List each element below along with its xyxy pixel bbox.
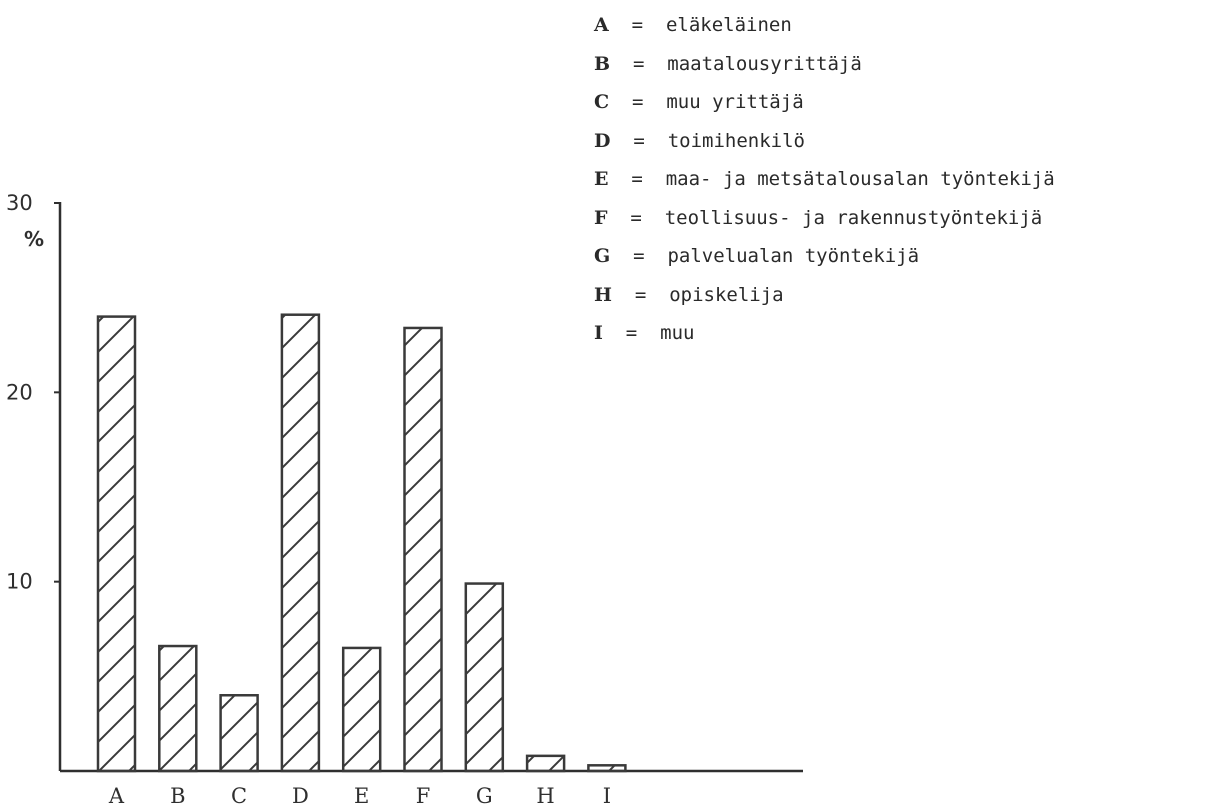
bars <box>96 313 627 773</box>
legend-equals: = <box>614 322 649 344</box>
category-label-h: H <box>536 784 554 806</box>
legend-key: E <box>594 168 609 190</box>
category-label-e: E <box>354 784 369 806</box>
legend-equals: = <box>621 52 656 75</box>
bar-d <box>280 313 321 773</box>
bar-i <box>587 764 627 773</box>
legend-equals: = <box>621 245 657 267</box>
legend-item: H = opiskelija <box>594 278 1055 317</box>
legend-key: D <box>594 129 611 152</box>
category-label-c: C <box>231 784 247 806</box>
legend-equals: = <box>619 168 655 190</box>
legend-equals: = <box>618 206 654 229</box>
legend-text: muu <box>660 322 695 344</box>
bar-h <box>525 754 566 773</box>
legend-key: B <box>594 52 611 75</box>
legend-item: B = maatalousyrittäjä <box>594 47 1055 86</box>
y-tick-label: 20 <box>6 380 33 404</box>
bar-f <box>403 326 443 773</box>
legend-key: G <box>594 245 611 267</box>
category-label-d: D <box>292 784 309 806</box>
category-label-f: F <box>416 784 431 806</box>
category-labels: A B C D E F G H I <box>108 784 611 806</box>
legend-key: I <box>594 322 603 344</box>
legend-text: opiskelija <box>669 283 784 306</box>
legend-equals: = <box>620 14 655 36</box>
category-label-b: B <box>170 784 185 806</box>
legend-text: maatalousyrittäjä <box>667 52 862 75</box>
bar-g <box>464 582 505 773</box>
legend-text: maa- ja metsätalousalan työntekijä <box>665 168 1055 190</box>
bar-e <box>341 646 382 773</box>
legend-item: C = muu yrittäjä <box>594 85 1055 124</box>
legend-key: A <box>594 14 609 36</box>
legend: A = eläkeläinen B = maatalousyrittäjä C = … <box>594 8 1055 355</box>
legend-key: F <box>594 206 608 229</box>
bar-c <box>219 694 259 773</box>
category-label-g: G <box>476 784 493 806</box>
legend-text: teollisuus- ja rakennustyöntekijä <box>664 206 1043 229</box>
legend-text: eläkeläinen <box>665 14 792 36</box>
y-tick-label: 30 <box>6 191 33 215</box>
legend-equals: = <box>623 283 658 306</box>
legend-key: H <box>594 283 612 306</box>
legend-item: A = eläkeläinen <box>594 8 1055 47</box>
category-label-a: A <box>108 784 125 806</box>
y-ticks: 10 20 30 <box>6 191 60 594</box>
legend-item: G = palvelualan työntekijä <box>594 239 1055 278</box>
legend-item: D = toimihenkilö <box>594 124 1055 163</box>
bar-a <box>96 315 137 773</box>
y-axis-unit-label: % <box>24 227 44 251</box>
y-tick-label: 10 <box>6 570 33 594</box>
legend-equals: = <box>620 91 655 113</box>
legend-item: E = maa- ja metsätalousalan työntekijä <box>594 162 1055 201</box>
legend-item: I = muu <box>594 316 1055 355</box>
legend-text: muu yrittäjä <box>666 91 804 113</box>
legend-key: C <box>594 91 610 113</box>
legend-text: palvelualan työntekijä <box>667 245 920 267</box>
legend-item: F = teollisuus- ja rakennustyöntekijä <box>594 201 1055 240</box>
y-axis: % <box>24 202 62 771</box>
legend-text: toimihenkilö <box>667 129 805 152</box>
legend-equals: = <box>621 129 657 152</box>
category-label-i: I <box>603 784 611 806</box>
bar-b <box>158 644 198 773</box>
